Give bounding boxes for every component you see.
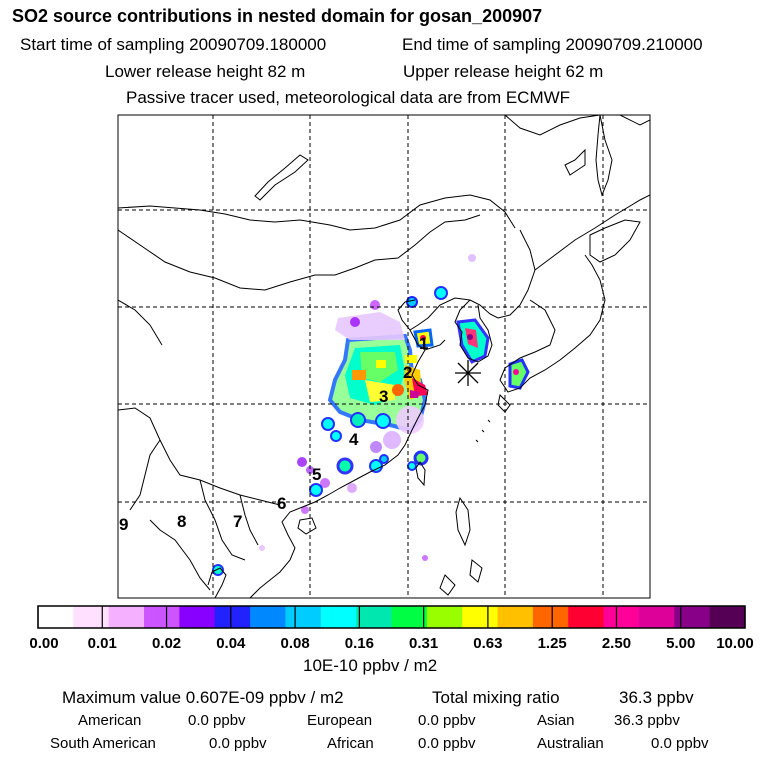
colorbar-frame [37,605,746,629]
colorbar-tick-label: 5.00 [666,635,695,652]
colorbar-tick-label: 0.08 [280,635,309,652]
colorbar-swatch [568,606,605,628]
colorbar-unit: 10E-10 ppbv / m2 [303,656,438,675]
colorbar-tick-label: 0.04 [216,635,246,652]
american-label: American [78,712,142,729]
end-time: End time of sampling 20090709.210000 [402,35,703,54]
african-label: African [327,735,374,752]
maximum-value: Maximum value 0.607E-09 ppbv / m2 [62,688,344,707]
colorbar-tick-label: 0.16 [345,635,374,652]
australian-value: 0.0 ppbv [651,735,709,752]
region-label: 4 [349,430,359,449]
map-frame [117,114,651,599]
colorbar-swatch [709,606,746,628]
colorbar-tick-label: 0.00 [29,635,58,652]
region-labels: 1 2 3 4 5 6 7 8 9 [119,334,428,534]
colorbar-swatch [462,606,499,628]
model-note: Passive tracer used, meteorological data… [126,88,571,107]
region-label: 1 [419,334,428,353]
colorbar-tick-label: 0.31 [409,635,438,652]
region-label: 3 [379,387,388,406]
colorbar-swatch [426,606,463,628]
colorbar-swatch [603,606,640,628]
american-value: 0.0 ppbv [188,712,246,729]
lower-release-height: Lower release height 82 m [105,62,306,81]
colorbar-swatch [179,606,216,628]
region-label: 2 [403,363,412,382]
region-label: 5 [312,465,321,484]
colorbar-swatch [144,606,180,628]
african-value: 0.0 ppbv [418,735,476,752]
colorbar-swatch [391,606,428,628]
south-american-label: South American [50,735,156,752]
colorbar-swatch [214,606,251,628]
south-american-value: 0.0 ppbv [209,735,267,752]
region-label: 6 [277,494,286,513]
asian-label: Asian [537,712,575,729]
total-mixing-label: Total mixing ratio [432,688,560,707]
colorbar-tick-label: 2.50 [602,635,631,652]
colorbar-swatch [356,606,392,628]
colorbar-tick-label: 0.02 [152,635,181,652]
european-label: European [307,712,373,729]
region-label: 7 [233,512,242,531]
colorbar-tick-label: 0.01 [88,635,117,652]
region-label: 8 [177,512,186,531]
concentration-field [212,254,530,576]
colorbar-swatch [38,606,74,628]
map-title: SO2 source contributions in nested domai… [12,6,543,26]
colorbar-swatch [250,606,286,628]
asian-value: 36.3 ppbv [614,712,680,729]
colorbar-tick-label: 1.25 [538,635,567,652]
total-mixing-value: 36.3 ppbv [619,688,694,707]
colorbar-swatch [73,606,110,628]
start-time: Start time of sampling 20090709.180000 [20,35,327,54]
colorbar-swatch [638,606,675,628]
receptor-asterisk-icon [455,360,481,386]
colorbar-swatch [532,606,569,628]
australian-label: Australian [537,735,604,752]
colorbar-swatch [285,606,322,628]
coastlines [118,115,650,598]
upper-release-height: Upper release height 62 m [403,62,604,81]
colorbar-tick-label: 10.00 [716,635,754,652]
european-value: 0.0 ppbv [418,712,476,729]
colorbar-swatches [37,605,746,629]
colorbar-swatch [320,606,357,628]
colorbar-tick-label: 0.63 [473,635,502,652]
colorbar-swatch [674,606,711,628]
lat-lon-grid [118,115,650,598]
region-label: 9 [119,515,128,534]
colorbar-swatch [497,606,534,628]
colorbar-swatch [108,606,145,628]
colorbar-tick-labels: 0.00 0.01 0.02 0.04 0.08 0.16 0.31 0.63 1.25 2.50… [29,635,753,652]
